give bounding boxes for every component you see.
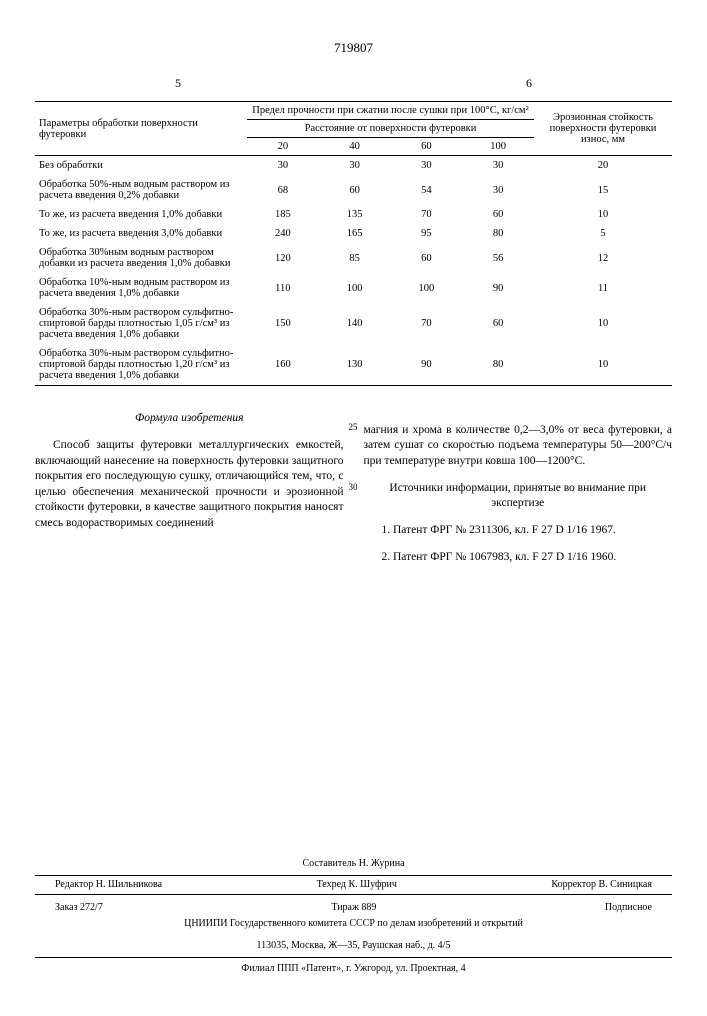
imprint-footer: Составитель Н. Журина Редактор Н. Шильни… — [35, 857, 672, 976]
row-value: 70 — [390, 303, 462, 344]
row-value: 56 — [462, 243, 534, 273]
table-row: Обработка 10%-ным водным раствором из ра… — [35, 273, 672, 303]
row-value: 165 — [319, 224, 391, 243]
row-param: Обработка 10%-ным водным раствором из ра… — [35, 273, 247, 303]
dist-col-2: 60 — [390, 138, 462, 156]
row-value: 30 — [247, 156, 319, 176]
row-value: 160 — [247, 344, 319, 386]
row-value: 110 — [247, 273, 319, 303]
row-value: 30 — [462, 175, 534, 205]
table-row: Обработка 30%ным водным раствором добавк… — [35, 243, 672, 273]
column-numbers: 5 6 — [35, 76, 672, 91]
right-col-number: 6 — [526, 76, 532, 91]
table-row: То же, из расчета введения 1,0% добавки1… — [35, 205, 672, 224]
row-erosion: 15 — [534, 175, 672, 205]
row-value: 100 — [319, 273, 391, 303]
table-row: Без обработки3030303020 — [35, 156, 672, 176]
row-erosion: 10 — [534, 205, 672, 224]
subscription: Подписное — [605, 901, 652, 915]
line-number-30: 30 — [349, 481, 358, 493]
line-number-25: 25 — [349, 421, 358, 433]
row-value: 30 — [319, 156, 391, 176]
branch: Филиал ППП «Патент», г. Ужгород, ул. Про… — [35, 962, 672, 976]
row-param: Обработка 30%ным водным раствором добавк… — [35, 243, 247, 273]
row-erosion: 12 — [534, 243, 672, 273]
header-distance: Расстояние от поверхности футеровки — [247, 120, 534, 138]
table-row: Обработка 50%-ным водным раствором из ра… — [35, 175, 672, 205]
row-value: 140 — [319, 303, 391, 344]
row-param: Без обработки — [35, 156, 247, 176]
row-value: 150 — [247, 303, 319, 344]
row-value: 60 — [462, 205, 534, 224]
header-erosion: Эрозионная стойкость поверхности футеров… — [534, 102, 672, 156]
header-strength: Предел прочности при сжатии после сушки … — [247, 102, 534, 120]
left-col-number: 5 — [175, 76, 181, 91]
row-param: То же, из расчета введения 3,0% добавки — [35, 224, 247, 243]
row-value: 30 — [462, 156, 534, 176]
row-erosion: 10 — [534, 344, 672, 386]
claim-text-left: Способ защиты футеровки металлургических… — [35, 438, 344, 531]
left-column: Формула изобретения Способ защиты футеро… — [35, 411, 344, 577]
row-value: 130 — [319, 344, 391, 386]
source-2: 2. Патент ФРГ № 1067983, кл. F 27 D 1/16… — [364, 550, 673, 566]
row-param: Обработка 30%-ным раствором сульфитно-сп… — [35, 344, 247, 386]
organization: ЦНИИПИ Государственного комитета СССР по… — [35, 917, 672, 931]
row-erosion: 5 — [534, 224, 672, 243]
corrector: Корректор В. Синицкая — [551, 878, 652, 892]
row-value: 185 — [247, 205, 319, 224]
row-value: 100 — [390, 273, 462, 303]
row-erosion: 20 — [534, 156, 672, 176]
row-value: 135 — [319, 205, 391, 224]
row-value: 54 — [390, 175, 462, 205]
row-value: 60 — [390, 243, 462, 273]
right-column: 25 30 магния и хрома в количестве 0,2—3,… — [364, 411, 673, 577]
row-value: 68 — [247, 175, 319, 205]
header-param: Параметры обработки поверхности футеровк… — [35, 102, 247, 156]
order-number: Заказ 272/7 — [55, 901, 103, 915]
row-value: 30 — [390, 156, 462, 176]
row-value: 95 — [390, 224, 462, 243]
table-row: То же, из расчета введения 3,0% добавки2… — [35, 224, 672, 243]
document-number: 719807 — [35, 40, 672, 56]
row-value: 80 — [462, 344, 534, 386]
row-value: 60 — [462, 303, 534, 344]
row-param: То же, из расчета введения 1,0% добавки — [35, 205, 247, 224]
claim-text-right: магния и хрома в количестве 0,2—3,0% от … — [364, 423, 673, 470]
editor: Редактор Н. Шильникова — [55, 878, 162, 892]
dist-col-3: 100 — [462, 138, 534, 156]
row-value: 70 — [390, 205, 462, 224]
address: 113035, Москва, Ж—35, Раушская наб., д. … — [35, 935, 672, 958]
sources-title: Источники информации, принятые во вниман… — [364, 481, 673, 512]
row-value: 240 — [247, 224, 319, 243]
table-row: Обработка 30%-ным раствором сульфитно-сп… — [35, 303, 672, 344]
row-erosion: 11 — [534, 273, 672, 303]
dist-col-1: 40 — [319, 138, 391, 156]
formula-title: Формула изобретения — [35, 411, 344, 427]
row-value: 90 — [390, 344, 462, 386]
compiler: Составитель Н. Журина — [35, 857, 672, 871]
row-value: 90 — [462, 273, 534, 303]
row-erosion: 10 — [534, 303, 672, 344]
results-table: Параметры обработки поверхности футеровк… — [35, 101, 672, 386]
row-param: Обработка 30%-ным раствором сульфитно-сп… — [35, 303, 247, 344]
techred: Техред К. Шуфрич — [317, 878, 397, 892]
tirage: Тираж 889 — [331, 901, 376, 915]
row-value: 80 — [462, 224, 534, 243]
row-value: 120 — [247, 243, 319, 273]
row-value: 60 — [319, 175, 391, 205]
dist-col-0: 20 — [247, 138, 319, 156]
table-row: Обработка 30%-ным раствором сульфитно-сп… — [35, 344, 672, 386]
source-1: 1. Патент ФРГ № 2311306, кл. F 27 D 1/16… — [364, 523, 673, 539]
row-value: 85 — [319, 243, 391, 273]
text-columns: Формула изобретения Способ защиты футеро… — [35, 411, 672, 577]
row-param: Обработка 50%-ным водным раствором из ра… — [35, 175, 247, 205]
